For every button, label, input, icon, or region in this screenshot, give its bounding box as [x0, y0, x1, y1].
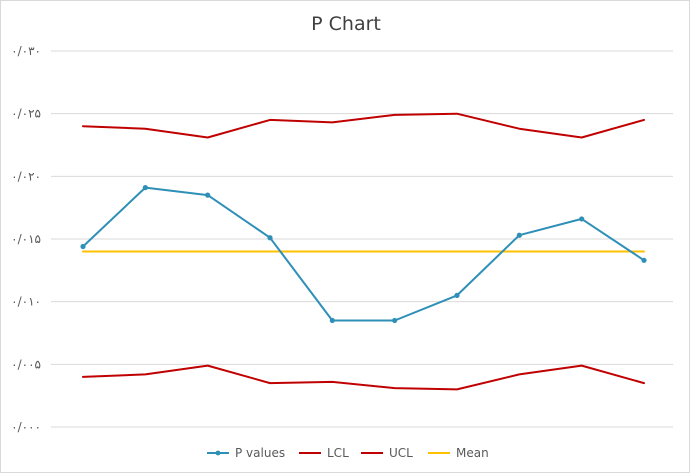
- data-point-p-values: [392, 317, 398, 324]
- series-line-lcl: [82, 364, 645, 391]
- legend-label-mean: Mean: [456, 446, 489, 460]
- data-point-p-values: [454, 292, 460, 298]
- data-point-p-values: [205, 192, 211, 198]
- legend-label-ucl: UCL: [389, 446, 413, 460]
- data-point-p-values: [267, 235, 273, 241]
- data-point-p-values: [579, 216, 585, 222]
- y-tick-label: ٠/٠١٠: [11, 295, 41, 309]
- y-tick-label: ٠/٠٢۵: [11, 107, 41, 121]
- y-tick-label: ٠/٠٠٠: [11, 420, 41, 434]
- chart-title: P Chart: [311, 13, 381, 35]
- y-tick-label: ٠/٠٣٠: [11, 44, 41, 58]
- gridlines: [51, 50, 673, 428]
- legend: P values LCL UCL Mean: [207, 446, 489, 460]
- data-point-p-values: [641, 257, 647, 263]
- series-line-ucl: [82, 112, 645, 139]
- y-axis-tick-labels: ٠/٠٠٠ ٠/٠٠۵ ٠/٠١٠ ٠/٠١۵ ٠/٠٢٠ ٠/٠٢۵ ٠/٠٣٠: [11, 44, 41, 434]
- series-line-p-values: [82, 186, 645, 322]
- legend-label-p-values: P values: [235, 446, 285, 460]
- y-tick-label: ٠/٠١۵: [11, 232, 41, 246]
- y-tick-label: ٠/٠٢٠: [11, 169, 41, 183]
- legend-marker-p-values: [215, 450, 221, 456]
- legend-label-lcl: LCL: [327, 446, 349, 460]
- y-tick-label: ٠/٠٠۵: [11, 357, 41, 371]
- plot-series: [80, 112, 647, 391]
- data-point-p-values: [516, 232, 522, 238]
- data-point-p-values: [80, 243, 86, 250]
- data-point-p-values: [329, 317, 335, 324]
- data-point-p-values: [142, 185, 148, 191]
